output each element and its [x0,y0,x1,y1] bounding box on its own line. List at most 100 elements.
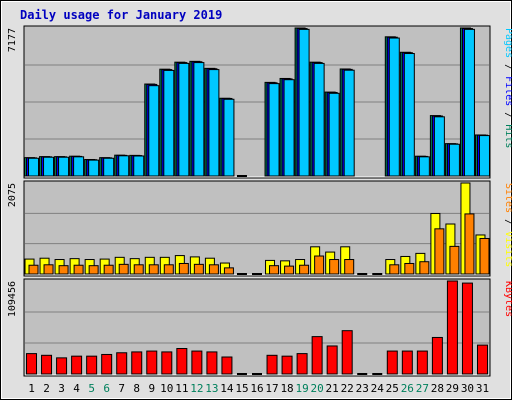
bar-pages [418,156,430,177]
day-label: 9 [148,382,155,395]
day-label: 5 [88,382,95,395]
bar-pages [103,157,115,177]
day-label: 17 [265,382,278,395]
bar-pages [328,92,340,177]
day-label: 16 [250,382,263,395]
day-label: 13 [205,382,218,395]
bar-kbytes [41,354,53,375]
day-label: 29 [446,382,459,395]
bar-sites [314,255,325,275]
bar-sites [208,264,219,275]
bar-pages [268,83,280,177]
day-axis: 1 2 3 4 5 6 7 8 9 10 11 12 13 14 15 16 17 18 19 20 21 22 23 24 2… [28,382,489,395]
day-label: 24 [371,382,385,395]
bar-kbytes [26,353,38,375]
bar-kbytes [221,356,233,375]
bar-pages [313,62,325,177]
bar-pages [298,28,310,177]
legend-entry-visits: Visits [503,231,512,267]
bar-sites [73,264,84,275]
bar-pages [118,155,130,177]
panel-legend: KBytes [503,281,512,317]
day-label: 14 [220,382,234,395]
bar-sites [88,265,99,275]
bar-kbytes [101,353,113,375]
panel-max-label: 7177 [7,28,18,52]
bar-kbytes [446,280,458,375]
bar-sites [299,264,310,275]
day-label: 19 [295,382,308,395]
bar-kbytes [206,351,218,375]
bar-kbytes [131,351,143,375]
bar-pages [208,69,220,177]
legend-separator: / [503,106,512,124]
bar-sites [43,264,54,275]
day-label: 8 [133,382,140,395]
bar-pages [463,28,475,177]
day-label: 10 [160,382,173,395]
bar-kbytes [86,355,98,375]
bar-kbytes [386,350,398,375]
bar-pages [73,156,85,177]
bar-kbytes [401,350,413,375]
panels: 7177 Pages / Files / Hits 2075 Sites / Visi… [7,25,512,377]
bar-sites [419,261,430,275]
bar-pages [193,62,205,177]
zero-marker [252,373,262,375]
bar-pages [148,85,160,177]
zero-marker [372,273,383,275]
bar-sites [28,264,39,275]
bar-pages [283,79,295,177]
bar-sites [464,213,475,275]
chart-title: Daily usage for January 2019 [20,8,222,22]
bar-sites [404,262,415,275]
bar-sites [269,265,280,275]
day-label: 7 [118,382,125,395]
day-label: 1 [28,382,35,395]
day-label: 15 [235,382,248,395]
bar-sites [58,265,69,275]
bar-sites [284,265,295,275]
bar-sites [223,267,234,275]
day-label: 25 [386,382,399,395]
bar-sites [118,263,129,275]
legend-entry-kbytes: KBytes [503,281,512,317]
bar-kbytes [326,345,338,375]
day-label: 27 [416,382,429,395]
legend-separator: / [503,213,512,231]
day-label: 6 [103,382,110,395]
zero-marker [372,373,383,375]
bar-sites [479,237,490,275]
bar-pages [88,159,100,177]
bar-kbytes [296,353,308,375]
bar-kbytes [161,351,173,375]
bar-kbytes [266,354,278,375]
bar-pages [433,116,445,177]
bar-kbytes [191,350,203,375]
bar-sites [389,264,400,275]
bar-kbytes [476,344,488,375]
legend-entry-files: Files [503,76,512,106]
bar-sites [163,264,174,275]
bar-sites [193,263,204,275]
zero-marker [236,273,247,275]
panel-visits-sites: 2075 Sites / Visits [7,180,512,277]
bar-sites [434,228,445,275]
bar-pages [28,157,40,177]
day-label: 28 [431,382,444,395]
day-label: 20 [311,382,324,395]
zero-marker [357,373,368,375]
day-label: 2 [43,382,50,395]
panel-hits-pages-files: 7177 Pages / Files / Hits [7,25,512,179]
bar-kbytes [341,330,353,375]
day-label: 23 [356,382,369,395]
legend-entry-hits: Hits [503,124,512,148]
day-label: 30 [461,382,474,395]
bar-kbytes [431,336,443,375]
bar-pages [403,53,415,177]
panel-legend: Sites / Visits [503,183,512,267]
bar-kbytes [416,350,428,375]
day-label: 21 [326,382,339,395]
bar-sites [133,264,144,275]
